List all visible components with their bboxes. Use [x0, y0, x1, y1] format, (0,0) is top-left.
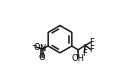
Text: F: F — [89, 45, 94, 54]
Text: O: O — [34, 43, 40, 52]
Text: O: O — [39, 53, 46, 62]
Text: OH: OH — [72, 54, 85, 63]
Text: N: N — [39, 44, 45, 53]
Text: F: F — [89, 38, 94, 47]
Text: −: − — [32, 43, 37, 49]
Text: +: + — [42, 45, 46, 50]
Text: F: F — [82, 49, 87, 58]
